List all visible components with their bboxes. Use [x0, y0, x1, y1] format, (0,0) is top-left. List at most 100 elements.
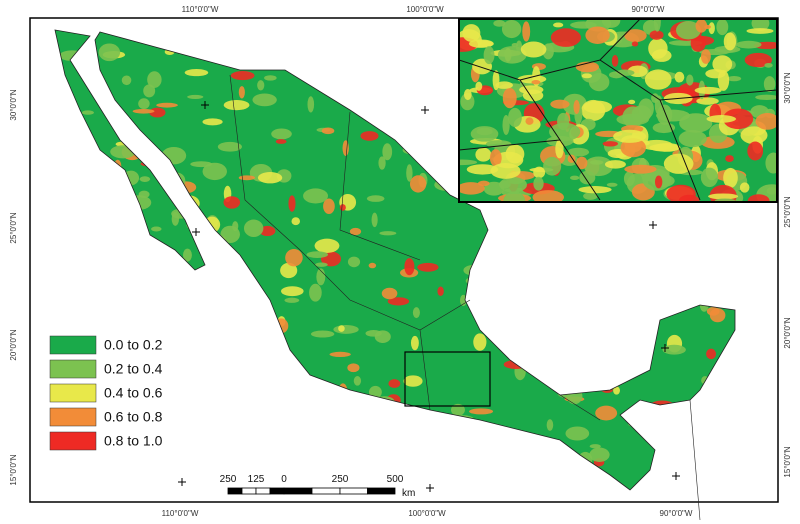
left-latitude-label: 20°0'0"N: [9, 329, 18, 360]
scale-segment: [283, 487, 313, 495]
suitability-patch: [202, 118, 223, 126]
suitability-patch: [589, 444, 601, 449]
legend-label: 0.6 to 0.8: [104, 409, 163, 425]
inset-patch: [641, 174, 651, 182]
graticule-cross: [649, 221, 657, 229]
inset-patch: [601, 19, 621, 28]
inset-patch: [476, 127, 493, 136]
inset-patch: [553, 22, 564, 28]
legend-swatch: [49, 383, 97, 403]
suitability-patch: [309, 283, 322, 302]
inset-patch: [716, 19, 729, 36]
scale-label: 250: [332, 474, 349, 485]
inset-patch: [502, 114, 510, 135]
suitability-patch: [280, 262, 298, 279]
inset-patch: [686, 74, 694, 86]
scale-segment: [339, 487, 368, 495]
inset-patch: [613, 129, 647, 143]
inset-patch: [638, 98, 654, 119]
inset-patch: [525, 117, 534, 125]
inset-patch: [708, 193, 739, 200]
suitability-patch: [257, 80, 265, 91]
suitability-patch: [310, 330, 335, 338]
suitability-patch: [223, 196, 241, 209]
inset-patch: [674, 71, 685, 83]
inset-patch: [459, 159, 478, 166]
scale-label: 250: [220, 474, 237, 485]
scale-segment: [269, 487, 285, 495]
scale-segment: [255, 487, 271, 495]
inset-patch: [490, 163, 521, 179]
suitability-patch: [409, 175, 427, 193]
inset-patch: [522, 21, 531, 42]
suitability-patch: [360, 131, 379, 141]
graticule-cross: [672, 472, 680, 480]
inset-patch: [679, 113, 713, 133]
inset-patch: [652, 122, 676, 134]
inset-patch: [606, 182, 618, 187]
suitability-patch: [217, 141, 242, 152]
suitability-patch: [238, 86, 245, 99]
legend-swatch: [49, 335, 97, 355]
inset-patch: [708, 22, 715, 35]
suitability-patch: [288, 195, 296, 212]
inset-patch: [578, 186, 612, 194]
inset-patch: [696, 97, 719, 105]
inset-patch: [624, 29, 647, 43]
scale-segment: [241, 487, 257, 495]
suitability-patch: [139, 176, 151, 182]
inset-patch: [628, 99, 636, 105]
suitability-patch: [202, 162, 227, 181]
suitability-patch: [381, 287, 398, 300]
suitability-patch: [404, 258, 415, 276]
inset-locator: [404, 351, 491, 407]
inset-frame: [458, 18, 778, 203]
suitability-patch: [347, 256, 361, 268]
suitability-patch: [271, 128, 292, 140]
suitability-patch: [437, 286, 444, 297]
inset-patch: [744, 52, 773, 68]
inset-patch: [462, 24, 481, 42]
inset-map: [459, 19, 777, 202]
inset-patch: [588, 73, 610, 92]
suitability-patch: [709, 308, 726, 323]
inset-patch: [747, 141, 764, 161]
inset-patch: [765, 152, 777, 174]
inset-borders: [459, 19, 777, 201]
inset-patch: [717, 69, 730, 91]
suitability-patch: [403, 375, 423, 387]
suitability-patch: [143, 84, 156, 98]
inset-patch: [584, 156, 613, 177]
suitability-patch: [81, 110, 94, 115]
inset-patch: [497, 46, 527, 64]
scale-label: 500: [387, 474, 404, 485]
inset-patch: [666, 184, 696, 202]
scale-unit: km: [402, 488, 415, 499]
suitability-patch: [412, 307, 420, 319]
suitability-patch: [291, 217, 300, 226]
suitability-patch: [379, 231, 397, 236]
suitability-patch: [284, 297, 300, 303]
inset-patch: [763, 76, 776, 93]
inset-patch: [766, 187, 777, 195]
inset-patch: [505, 144, 525, 164]
legend-swatch: [49, 359, 97, 379]
inset-patch: [648, 38, 668, 59]
inset-patch: [567, 147, 590, 157]
inset-patch: [463, 89, 472, 101]
suitability-patch: [243, 219, 264, 237]
inset-patch: [755, 113, 777, 130]
suitability-patch: [187, 94, 204, 100]
inset-patch: [751, 19, 770, 32]
suitability-patch: [316, 268, 326, 286]
right-latitude-label: 25°0'0"N: [783, 196, 792, 227]
inset-patch: [550, 28, 581, 47]
legend-label: 0.0 to 0.2: [104, 337, 163, 353]
suitability-patch: [184, 69, 209, 77]
inset-patch: [712, 55, 733, 73]
suitability-patch: [314, 238, 340, 253]
inset-patch: [520, 41, 547, 58]
inset-patch: [550, 99, 570, 109]
inset-patch: [581, 73, 592, 79]
suitability-patch: [147, 71, 162, 88]
